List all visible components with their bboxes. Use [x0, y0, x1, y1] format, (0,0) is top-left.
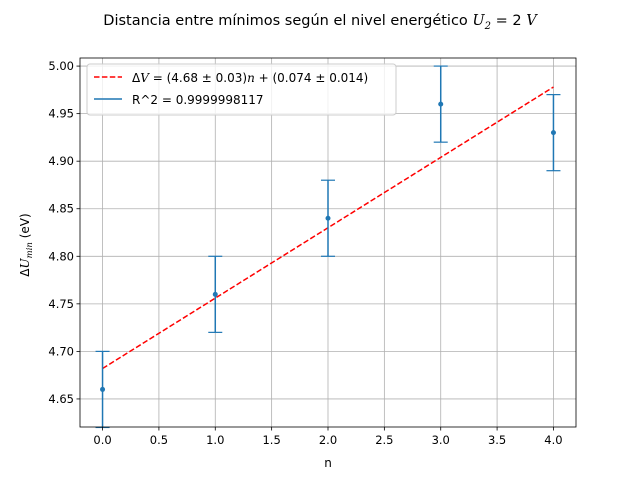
y-tick-label: 5.00	[48, 59, 74, 73]
y-tick-label: 4.75	[48, 297, 74, 311]
legend-fit-label: ΔV = (4.68 ± 0.03)n + (0.074 ± 0.014)	[132, 71, 368, 85]
x-tick-label: 1.5	[262, 433, 280, 447]
data-point	[100, 386, 106, 392]
x-axis-ticks: 0.0 0.5 1.0 1.5 2.0 2.5 3.0 3.5 4.0	[93, 427, 563, 447]
y-tick-label: 4.70	[48, 344, 74, 358]
data-point	[438, 101, 444, 107]
legend-box	[86, 63, 397, 116]
data-point	[325, 215, 331, 221]
x-tick-label: 2.5	[375, 433, 393, 447]
x-tick-label: 1.0	[206, 433, 224, 447]
x-tick-label: 0.5	[150, 433, 168, 447]
legend: ΔV = (4.68 ± 0.03)n + (0.074 ± 0.014) R^…	[86, 63, 397, 116]
data-points-layer	[95, 65, 561, 429]
y-tick-label: 4.95	[48, 107, 74, 121]
legend-data-label: R^2 = 0.9999998117	[132, 93, 264, 107]
y-axis-label: ΔUmin (eV)	[18, 213, 35, 276]
x-axis-label: n	[324, 456, 332, 470]
data-point	[550, 130, 556, 136]
y-tick-label: 4.80	[48, 249, 74, 263]
chart-title: Distancia entre mínimos según el nivel e…	[103, 13, 538, 32]
y-tick-label: 4.85	[48, 202, 74, 216]
x-tick-label: 3.5	[488, 433, 506, 447]
x-tick-label: 2.0	[319, 433, 337, 447]
x-tick-label: 4.0	[544, 433, 562, 447]
y-tick-label: 4.65	[48, 392, 74, 406]
x-tick-label: 0.0	[93, 433, 111, 447]
x-tick-label: 3.0	[432, 433, 450, 447]
data-point	[212, 291, 218, 297]
y-tick-label: 4.90	[48, 154, 74, 168]
y-axis-ticks: 4.65 4.70 4.75 4.80 4.85 4.90 4.95 5.00	[48, 59, 80, 406]
